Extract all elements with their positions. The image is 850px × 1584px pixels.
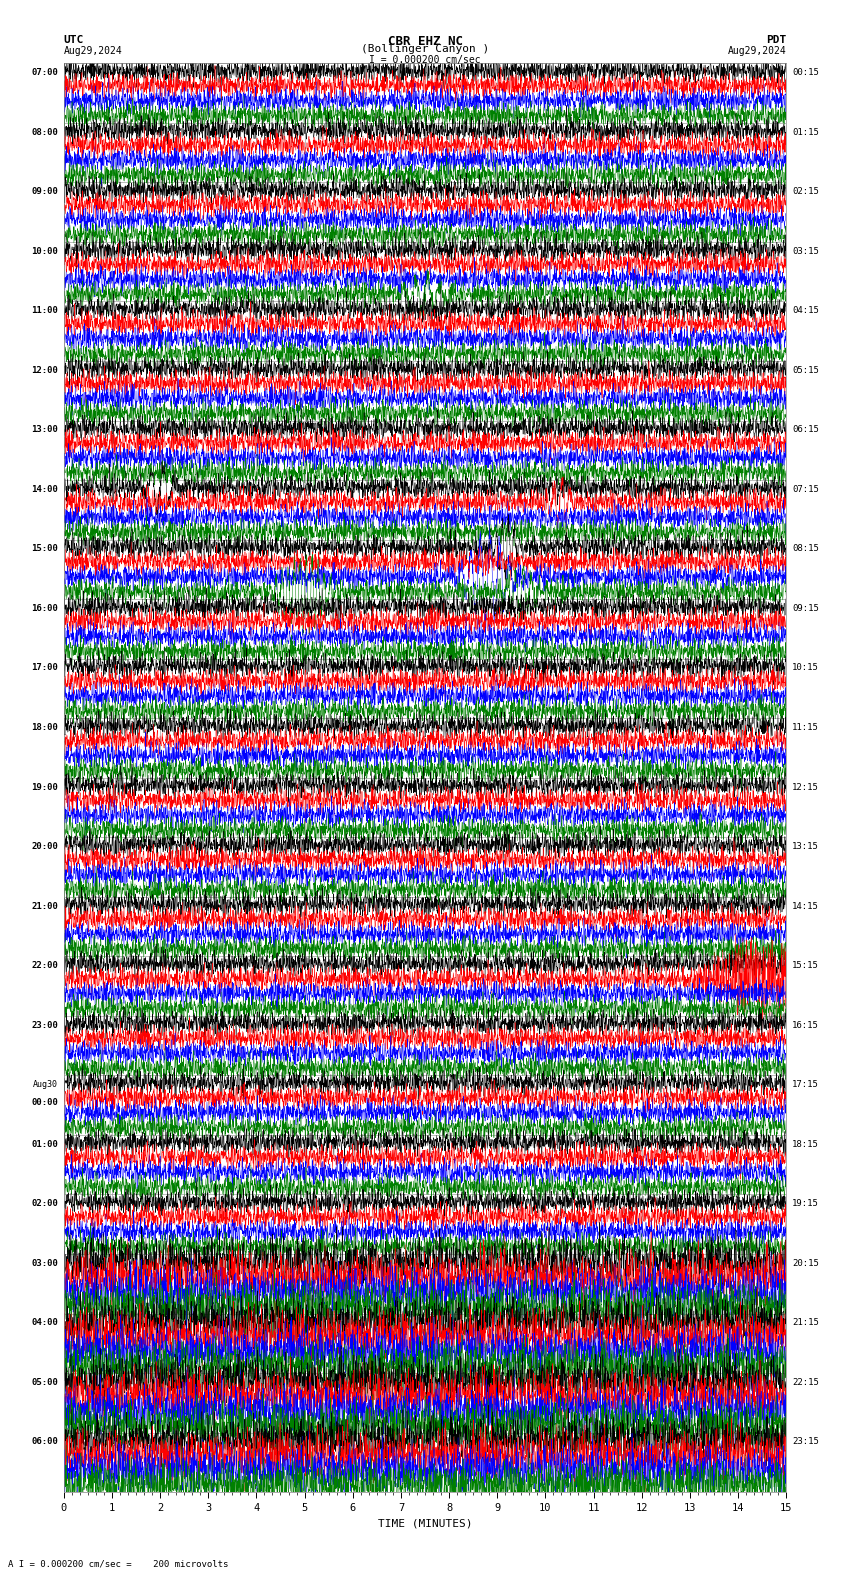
Text: 11:00: 11:00 <box>31 306 58 315</box>
Text: 10:15: 10:15 <box>792 664 819 673</box>
Text: 06:00: 06:00 <box>31 1437 58 1446</box>
Text: 02:00: 02:00 <box>31 1199 58 1209</box>
Text: 17:15: 17:15 <box>792 1080 819 1090</box>
Text: I = 0.000200 cm/sec: I = 0.000200 cm/sec <box>369 55 481 65</box>
Text: Aug29,2024: Aug29,2024 <box>728 46 786 55</box>
Text: 04:00: 04:00 <box>31 1318 58 1327</box>
Text: 15:00: 15:00 <box>31 545 58 553</box>
Text: 19:15: 19:15 <box>792 1199 819 1209</box>
Text: 13:15: 13:15 <box>792 843 819 851</box>
Text: 17:00: 17:00 <box>31 664 58 673</box>
Text: 08:00: 08:00 <box>31 128 58 136</box>
Text: Aug29,2024: Aug29,2024 <box>64 46 122 55</box>
Text: 08:15: 08:15 <box>792 545 819 553</box>
Text: 13:00: 13:00 <box>31 426 58 434</box>
Text: 01:15: 01:15 <box>792 128 819 136</box>
Text: 14:00: 14:00 <box>31 485 58 494</box>
Text: 07:00: 07:00 <box>31 68 58 78</box>
Text: 00:15: 00:15 <box>792 68 819 78</box>
Text: 15:15: 15:15 <box>792 961 819 969</box>
Text: 07:15: 07:15 <box>792 485 819 494</box>
Text: 01:00: 01:00 <box>31 1140 58 1148</box>
Text: 21:00: 21:00 <box>31 901 58 911</box>
Text: 06:15: 06:15 <box>792 426 819 434</box>
Text: CBR EHZ NC: CBR EHZ NC <box>388 35 462 48</box>
Text: 18:00: 18:00 <box>31 722 58 732</box>
Text: Aug30: Aug30 <box>33 1080 58 1088</box>
Text: 23:15: 23:15 <box>792 1437 819 1446</box>
Text: PDT: PDT <box>766 35 786 44</box>
Text: 02:15: 02:15 <box>792 187 819 196</box>
Text: A I = 0.000200 cm/sec =    200 microvolts: A I = 0.000200 cm/sec = 200 microvolts <box>8 1559 229 1568</box>
Text: 18:15: 18:15 <box>792 1140 819 1148</box>
Text: 16:00: 16:00 <box>31 604 58 613</box>
Text: UTC: UTC <box>64 35 84 44</box>
X-axis label: TIME (MINUTES): TIME (MINUTES) <box>377 1517 473 1529</box>
Text: 16:15: 16:15 <box>792 1020 819 1030</box>
Text: 23:00: 23:00 <box>31 1020 58 1030</box>
Text: 05:00: 05:00 <box>31 1378 58 1388</box>
Text: 22:15: 22:15 <box>792 1378 819 1388</box>
Text: (Bollinger Canyon ): (Bollinger Canyon ) <box>361 44 489 54</box>
Text: 11:15: 11:15 <box>792 722 819 732</box>
Text: 19:00: 19:00 <box>31 782 58 792</box>
Text: 14:15: 14:15 <box>792 901 819 911</box>
Text: 10:00: 10:00 <box>31 247 58 255</box>
Text: 21:15: 21:15 <box>792 1318 819 1327</box>
Text: 20:00: 20:00 <box>31 843 58 851</box>
Text: 04:15: 04:15 <box>792 306 819 315</box>
Text: 03:15: 03:15 <box>792 247 819 255</box>
Text: 03:00: 03:00 <box>31 1259 58 1267</box>
Text: 09:15: 09:15 <box>792 604 819 613</box>
Text: 22:00: 22:00 <box>31 961 58 969</box>
Text: 20:15: 20:15 <box>792 1259 819 1267</box>
Text: 12:00: 12:00 <box>31 366 58 375</box>
Text: 05:15: 05:15 <box>792 366 819 375</box>
Text: 00:00: 00:00 <box>31 1098 58 1107</box>
Text: 12:15: 12:15 <box>792 782 819 792</box>
Text: 09:00: 09:00 <box>31 187 58 196</box>
